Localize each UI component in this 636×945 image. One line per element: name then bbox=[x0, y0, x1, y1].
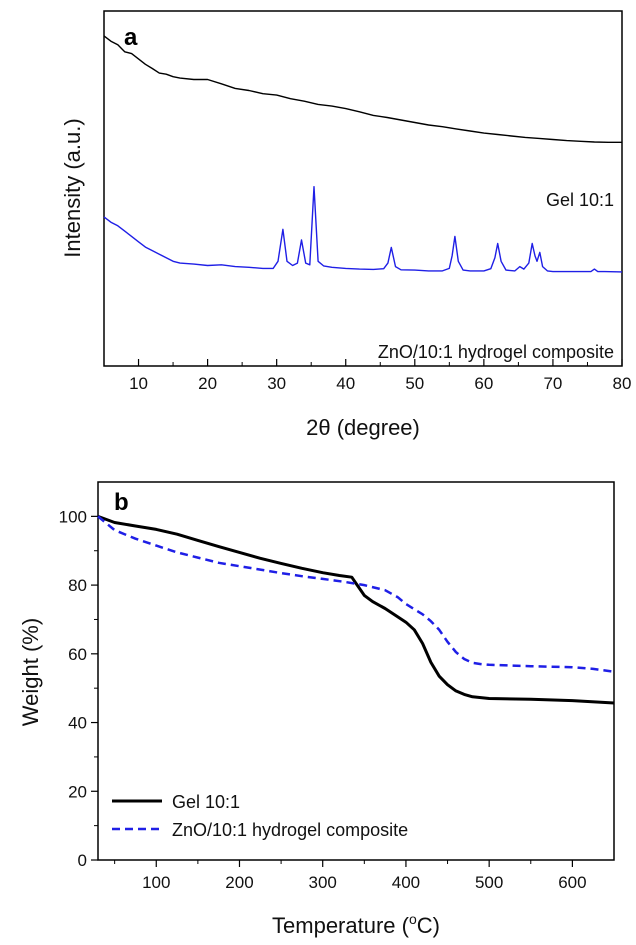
y-tick-label-b-3: 60 bbox=[68, 645, 87, 664]
x-tick-label-a-6: 70 bbox=[543, 374, 562, 393]
annotation-zno-composite: ZnO/10:1 hydrogel composite bbox=[378, 342, 614, 362]
x-tick-label-a-2: 30 bbox=[267, 374, 286, 393]
y-tick-label-b-2: 40 bbox=[68, 714, 87, 733]
series-a-0 bbox=[103, 35, 622, 144]
panel-label-a: a bbox=[124, 24, 138, 51]
x-axis-label-b-main: Temperature ( bbox=[272, 913, 410, 938]
series-a-1 bbox=[103, 185, 623, 273]
legend-label-zno: ZnO/10:1 hydrogel composite bbox=[172, 820, 408, 840]
y-tick-label-b-4: 80 bbox=[68, 576, 87, 595]
x-tick-label-b-2: 300 bbox=[309, 873, 337, 892]
x-tick-label-a-4: 50 bbox=[405, 374, 424, 393]
ticks-b: 100 200 300 400 500 600 0 20 40 60 80 100 bbox=[59, 507, 587, 892]
panel-a: a 10 20 30 40 50 60 70 80 Gel 10:1 ZnO/10:1 hyd… bbox=[60, 10, 631, 440]
x-axis-label-b: Temperature (oC) bbox=[272, 911, 440, 938]
series-group-b bbox=[97, 514, 615, 705]
plot-area-b bbox=[97, 481, 615, 861]
y-tick-label-b-0: 0 bbox=[78, 851, 87, 870]
y-axis-label-a: Intensity (a.u.) bbox=[60, 118, 85, 257]
x-tick-label-b-3: 400 bbox=[392, 873, 420, 892]
x-tick-label-a-3: 40 bbox=[336, 374, 355, 393]
panel-b: b 100 200 300 400 500 600 0 20 40 60 80 100 Gel 10:… bbox=[18, 481, 615, 938]
plot-area-a bbox=[103, 10, 623, 367]
x-tick-label-b-4: 500 bbox=[475, 873, 503, 892]
series-b-1 bbox=[97, 515, 615, 673]
x-tick-label-a-0: 10 bbox=[129, 374, 148, 393]
x-tick-label-b-0: 100 bbox=[142, 873, 170, 892]
series-b-0 bbox=[97, 514, 615, 705]
y-tick-label-b-1: 20 bbox=[68, 782, 87, 801]
x-axis-label-b-end: C) bbox=[417, 913, 440, 938]
x-axis-label-a: 2θ (degree) bbox=[306, 415, 420, 440]
legend-b: Gel 10:1 ZnO/10:1 hydrogel composite bbox=[112, 792, 408, 840]
x-tick-label-b-1: 200 bbox=[225, 873, 253, 892]
x-ticks-a: 10 20 30 40 50 60 70 80 bbox=[129, 359, 631, 393]
x-axis-label-b-sup: o bbox=[409, 911, 417, 927]
y-axis-label-b: Weight (%) bbox=[18, 618, 43, 726]
x-tick-label-a-7: 80 bbox=[613, 374, 632, 393]
panel-label-b: b bbox=[114, 489, 129, 516]
x-tick-label-b-5: 600 bbox=[558, 873, 586, 892]
legend-label-gel: Gel 10:1 bbox=[172, 792, 240, 812]
series-group-a bbox=[103, 35, 623, 273]
y-tick-label-b-5: 100 bbox=[59, 507, 87, 526]
annotation-gel: Gel 10:1 bbox=[546, 190, 614, 210]
x-tick-label-a-1: 20 bbox=[198, 374, 217, 393]
x-tick-label-a-5: 60 bbox=[474, 374, 493, 393]
